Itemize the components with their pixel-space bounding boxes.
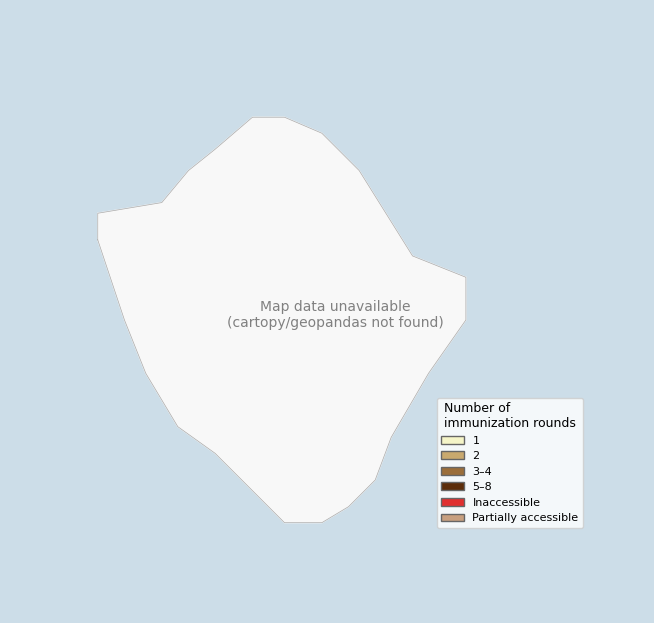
Text: Map data unavailable
(cartopy/geopandas not found): Map data unavailable (cartopy/geopandas … bbox=[227, 300, 443, 330]
Legend: 1, 2, 3–4, 5–8, Inaccessible, Partially accessible: 1, 2, 3–4, 5–8, Inaccessible, Partially … bbox=[437, 397, 583, 528]
Polygon shape bbox=[97, 117, 466, 523]
